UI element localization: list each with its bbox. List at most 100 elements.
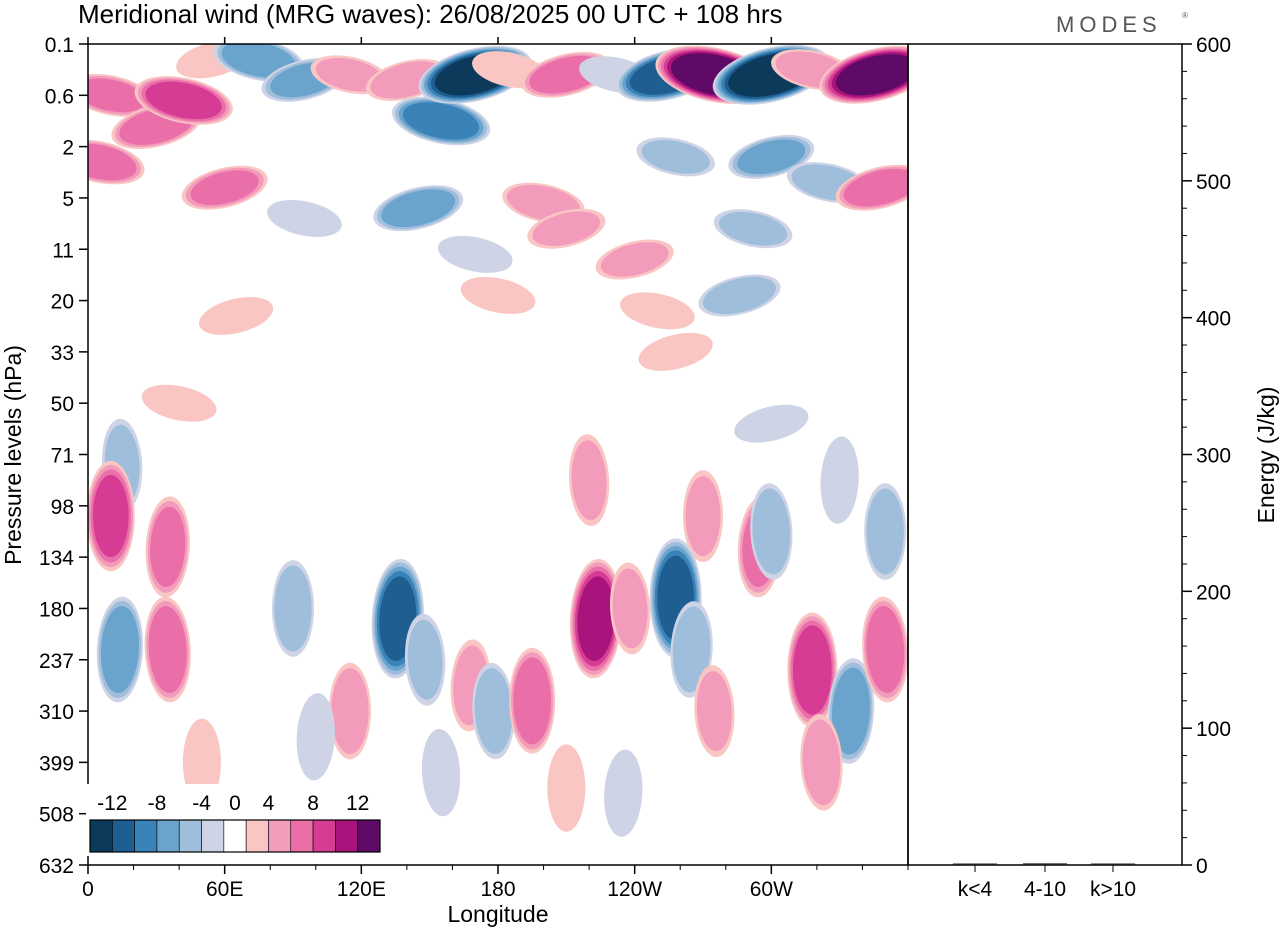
wind-contour <box>702 276 776 315</box>
wind-contour <box>513 657 552 745</box>
wind-contour <box>792 625 832 715</box>
x-tick-label: 60E <box>206 878 243 901</box>
y-tick-label: 98 <box>51 496 74 519</box>
colorbar-swatch <box>89 819 113 853</box>
x-axis-label: Longitude <box>447 901 548 927</box>
y-tick-label: 33 <box>51 342 74 365</box>
y-tick-label: 508 <box>39 804 74 827</box>
wind-contour <box>145 81 222 120</box>
wind-contour <box>641 140 710 174</box>
energy-tick-label: 500 <box>1196 171 1231 194</box>
wind-blob <box>460 276 536 314</box>
wind-blob <box>88 460 135 572</box>
wind-blob <box>820 436 859 524</box>
x-tick-label: 180 <box>480 878 515 901</box>
wind-contour <box>267 199 342 237</box>
wind-contour <box>421 728 461 817</box>
x-tick-label: 120E <box>337 878 386 901</box>
y-tick-label: 237 <box>39 650 74 673</box>
energy-category-label: k>10 <box>1090 878 1136 901</box>
y-tick-label: 0.6 <box>45 85 74 108</box>
wind-contour <box>141 384 217 422</box>
wind-blob <box>713 209 793 249</box>
wind-blob <box>734 404 809 443</box>
colorbar-label: -4 <box>192 792 211 815</box>
wind-blob <box>472 662 515 760</box>
colorbar-swatch <box>357 819 381 853</box>
wind-contour <box>734 404 809 443</box>
x-tick-label: 60W <box>750 878 793 901</box>
wind-contour <box>148 606 187 693</box>
energy-bar <box>953 863 997 865</box>
wind-blob <box>835 164 908 211</box>
wind-contour <box>577 576 615 662</box>
y-axis: 0.1 0.6 2 5 11 20 33 50 71 98 134 180 237 310 399 508 63… <box>39 34 88 878</box>
energy-category-label: k<4 <box>958 878 993 901</box>
wind-contour <box>620 292 695 330</box>
wind-contour <box>100 606 139 693</box>
wind-contour <box>802 719 841 806</box>
wind-contour <box>190 170 259 206</box>
wind-contour <box>832 667 871 755</box>
wind-contour <box>150 506 186 588</box>
wind-contour <box>719 211 788 246</box>
wind-contour <box>221 44 297 78</box>
wind-blob <box>609 562 651 655</box>
energy-tick-label: 0 <box>1196 855 1208 878</box>
colorbar-label: -8 <box>148 792 167 815</box>
wind-contour <box>198 296 274 335</box>
wind-blob <box>134 76 233 125</box>
wind-blob <box>819 45 908 104</box>
colorbar-label: -12 <box>97 792 127 815</box>
colorbar-label: 8 <box>307 792 319 815</box>
x-axis: 0 60E 120E 180 120W 60W <box>82 37 909 901</box>
energy-bar <box>1091 863 1135 865</box>
wind-contour <box>88 78 146 113</box>
wind-blob <box>862 596 908 703</box>
wind-blob <box>141 384 217 422</box>
wind-blob <box>569 558 623 679</box>
x-tick-label: 0 <box>82 878 94 901</box>
wind-blob <box>421 728 461 817</box>
colorbar-swatch <box>156 819 180 853</box>
y-tick-label: 5 <box>62 188 74 211</box>
wind-blob <box>620 292 695 330</box>
wind-blob <box>638 332 713 371</box>
wind-blob <box>88 139 145 185</box>
wind-contour <box>638 332 713 371</box>
wind-blob <box>683 470 723 563</box>
wind-blob <box>604 749 643 837</box>
energy-frame <box>907 43 1183 866</box>
wind-contour <box>402 102 480 140</box>
wind-contour <box>474 668 513 755</box>
wind-contour <box>866 488 904 575</box>
colorbar-swatch <box>134 819 158 853</box>
wind-blob <box>636 137 715 177</box>
wind-blob <box>827 658 875 764</box>
wind-blob <box>373 185 464 232</box>
wind-blob <box>267 199 342 237</box>
logo-text: MODES <box>1056 12 1162 37</box>
wind-blob <box>437 235 513 273</box>
wind-contour <box>866 606 905 693</box>
modes-logo: MODES ® <box>1056 11 1188 37</box>
colorbar-swatch <box>178 819 202 853</box>
colorbar-label: 12 <box>346 792 369 815</box>
y-tick-label: 2 <box>62 137 74 160</box>
wind-blob <box>144 596 191 703</box>
colorbar-swatch <box>268 819 292 853</box>
wind-contour <box>381 189 456 228</box>
energy-bar <box>1023 863 1067 865</box>
y-tick-label: 11 <box>52 239 74 262</box>
wind-contour <box>532 211 601 247</box>
wind-contour <box>600 242 669 277</box>
colorbar-swatch <box>290 819 314 853</box>
wind-contour <box>274 565 312 652</box>
wind-blob <box>328 662 371 760</box>
wind-blob <box>750 483 793 580</box>
y-tick-label: 0.1 <box>45 34 74 57</box>
colorbar-swatch <box>201 819 225 853</box>
y-tick-label: 20 <box>51 291 74 314</box>
colorbar-label: 0 <box>229 792 241 815</box>
wind-blob <box>800 714 843 811</box>
